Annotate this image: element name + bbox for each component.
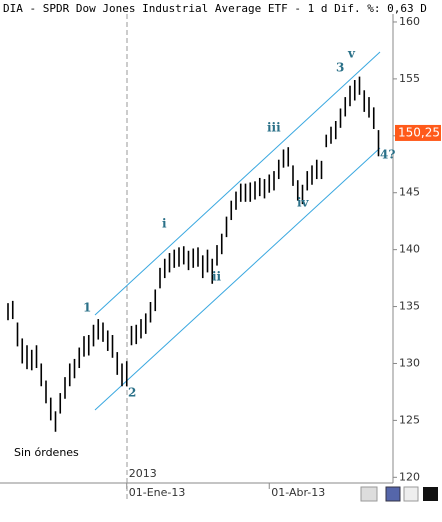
wave-label: i <box>162 217 167 231</box>
y-tick-label: 125 <box>399 413 420 426</box>
y-tick-label: 155 <box>399 72 420 85</box>
wave-label: v <box>347 47 356 61</box>
wave-label: 3 <box>336 61 344 75</box>
x-tick-label: 01-Abr-13 <box>271 486 325 499</box>
y-tick-label: 130 <box>399 356 420 369</box>
order-status: Sin órdenes <box>14 446 79 459</box>
chart-title: DIA - SPDR Dow Jones Industrial Average … <box>3 2 427 15</box>
wave-label: iv <box>297 196 310 210</box>
year-label: 2013 <box>129 467 157 480</box>
wave-label: 2 <box>128 386 136 400</box>
wave-label: 1 <box>83 301 91 315</box>
wave-label: iii <box>267 121 281 135</box>
color-button[interactable] <box>423 487 438 501</box>
y-tick-label: 135 <box>399 300 420 313</box>
channel-lower <box>94 147 381 411</box>
toolbar <box>360 486 438 502</box>
tool-button[interactable] <box>360 486 378 502</box>
y-tick-label: 140 <box>399 243 420 256</box>
last-price-label: 150,251 <box>398 125 442 139</box>
last-price-box <box>395 124 441 141</box>
y-tick-label: 160 <box>399 15 420 28</box>
y-tick-label: 120 <box>399 470 420 483</box>
wave-label: ii <box>212 270 222 284</box>
x-tick-label: 01-Ene-13 <box>129 486 186 499</box>
save-button[interactable] <box>385 486 401 502</box>
y-tick-label: 145 <box>399 186 420 199</box>
channel-upper <box>94 51 381 316</box>
window-button[interactable] <box>403 486 419 502</box>
wave-label: 4? <box>380 148 395 162</box>
